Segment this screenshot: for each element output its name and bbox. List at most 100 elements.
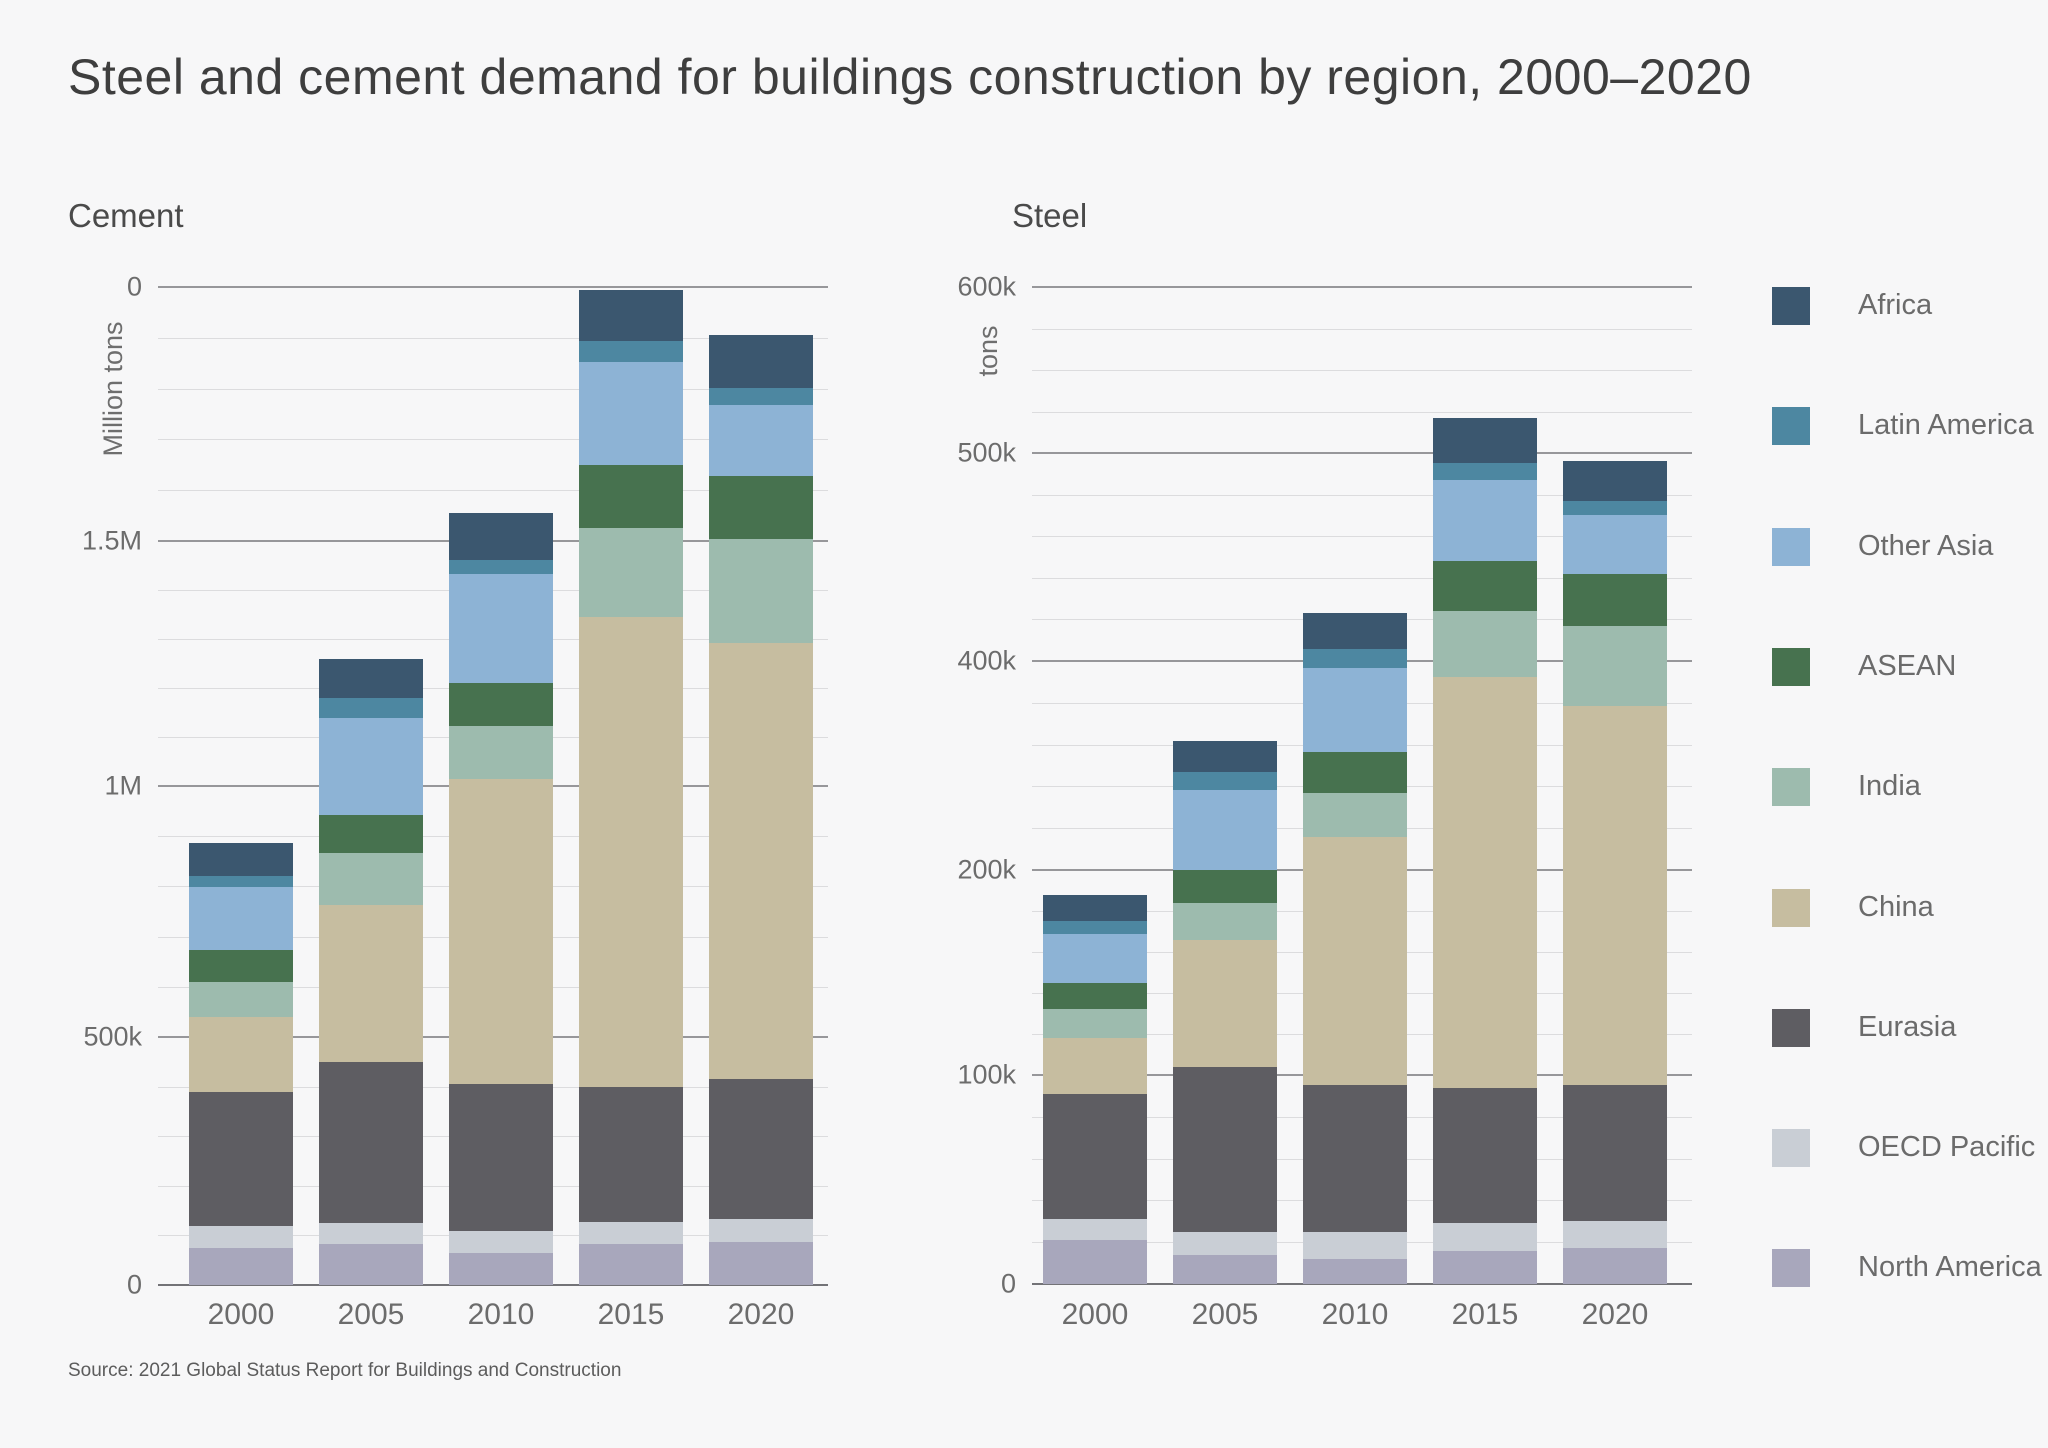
bar-segment xyxy=(319,905,423,1062)
bar-segment xyxy=(1433,463,1537,481)
bar-segment xyxy=(1043,1009,1147,1039)
bar-segment xyxy=(449,725,553,780)
bar-segment xyxy=(449,1230,553,1253)
major-gridline xyxy=(1032,1283,1692,1285)
bar-segment xyxy=(1303,613,1407,649)
bar-segment xyxy=(1173,939,1277,1067)
steel-y-axis-unit: tons xyxy=(972,325,1003,377)
legend-item-label: ASEAN xyxy=(1858,649,1957,682)
bar-segment xyxy=(1563,705,1667,1086)
bar-segment xyxy=(1563,1221,1667,1249)
bar-segment xyxy=(709,538,813,643)
bar-segment xyxy=(709,387,813,405)
bar-segment xyxy=(1563,1085,1667,1222)
bar-segment xyxy=(1173,741,1277,772)
legend-item-label: Eurasia xyxy=(1858,1010,1957,1043)
x-axis-year-label: 2000 xyxy=(1061,1298,1129,1331)
bar-segment xyxy=(1433,1223,1537,1251)
bar-segment xyxy=(319,852,423,906)
bar-segment xyxy=(189,843,293,877)
x-axis-year-label: 2005 xyxy=(1191,1298,1259,1331)
legend-swatch xyxy=(1772,1249,1810,1288)
bar-segment xyxy=(709,1241,813,1285)
y-axis-tick-label: 1M xyxy=(104,770,142,801)
bar-segment xyxy=(1043,921,1147,934)
x-axis-year-label: 2010 xyxy=(467,1298,535,1331)
legend-item-label: China xyxy=(1858,890,1934,923)
legend-swatch xyxy=(1772,768,1810,807)
bar-segment xyxy=(1043,982,1147,1010)
bar-segment xyxy=(319,814,423,853)
bar-segment xyxy=(1173,902,1277,940)
bar-segment xyxy=(189,1092,293,1226)
bar-segment xyxy=(189,1225,293,1248)
bar-segment xyxy=(449,683,553,726)
minor-gridline xyxy=(1032,411,1692,413)
major-gridline xyxy=(1032,452,1692,454)
bar-segment xyxy=(1433,561,1537,612)
bar-segment xyxy=(1433,480,1537,562)
legend-swatch xyxy=(1772,527,1810,566)
legend-item-label: North America xyxy=(1858,1251,2042,1284)
bar-segment xyxy=(1433,1250,1537,1284)
bar-segment xyxy=(449,574,553,684)
bar-segment xyxy=(1043,1240,1147,1284)
bar-segment xyxy=(1303,751,1407,793)
bar-segment xyxy=(449,1252,553,1285)
bar-segment xyxy=(1303,648,1407,669)
bar-segment xyxy=(1303,792,1407,837)
minor-gridline xyxy=(1032,494,1692,496)
bar-segment xyxy=(1303,1085,1407,1232)
legend-swatch xyxy=(1772,888,1810,927)
legend-item-label: OECD Pacific xyxy=(1858,1131,2036,1164)
bar-segment xyxy=(1433,418,1537,464)
bar-segment xyxy=(1043,1219,1147,1241)
minor-gridline xyxy=(1032,370,1692,371)
y-axis-tick-label: 600k xyxy=(957,271,1016,302)
bar-segment xyxy=(1303,1231,1407,1259)
bar-segment xyxy=(449,512,553,560)
bar-segment xyxy=(1563,515,1667,574)
bar-segment xyxy=(579,341,683,362)
minor-gridline xyxy=(158,439,828,441)
y-axis-tick-label: 200k xyxy=(957,854,1016,885)
bar-segment xyxy=(189,981,293,1018)
legend-item-label: Other Asia xyxy=(1858,529,1994,562)
bar-segment xyxy=(1173,771,1277,790)
bar-segment xyxy=(449,779,553,1085)
bar-segment xyxy=(449,559,553,575)
bar-segment xyxy=(319,1243,423,1285)
minor-gridline xyxy=(158,337,828,339)
y-axis-tick-label: 1.5M xyxy=(81,525,142,556)
bar-segment xyxy=(1173,1231,1277,1255)
bar-segment xyxy=(579,465,683,528)
bar-segment xyxy=(1563,1248,1667,1284)
bar-segment xyxy=(189,876,293,887)
bar-segment xyxy=(709,642,813,1080)
legend-swatch xyxy=(1772,647,1810,686)
x-axis-year-label: 2000 xyxy=(207,1298,275,1331)
bar-segment xyxy=(579,290,683,342)
x-axis-year-label: 2015 xyxy=(1451,1298,1519,1331)
x-axis-year-label: 2020 xyxy=(1581,1298,1649,1331)
bar-segment xyxy=(709,335,813,388)
minor-gridline xyxy=(1032,328,1692,330)
bar-segment xyxy=(1563,461,1667,501)
minor-gridline xyxy=(158,388,828,390)
bar-segment xyxy=(319,1061,423,1223)
bar-segment xyxy=(1173,789,1277,870)
bar-segment xyxy=(579,361,683,466)
x-axis-year-label: 2015 xyxy=(597,1298,665,1331)
y-axis-tick-label: 500k xyxy=(83,1021,142,1052)
bar-segment xyxy=(189,1247,293,1285)
legend-swatch xyxy=(1772,1129,1810,1168)
cement-y-axis-unit: Million tons xyxy=(97,321,128,457)
minor-gridline xyxy=(1032,577,1692,579)
bar-segment xyxy=(579,527,683,617)
bar-segment xyxy=(709,404,813,477)
legend-swatch xyxy=(1772,407,1810,446)
y-axis-tick-label: 500k xyxy=(957,437,1016,468)
bar-segment xyxy=(1173,870,1277,903)
y-axis-tick-label: 400k xyxy=(957,645,1016,676)
bar-segment xyxy=(1173,1254,1277,1284)
